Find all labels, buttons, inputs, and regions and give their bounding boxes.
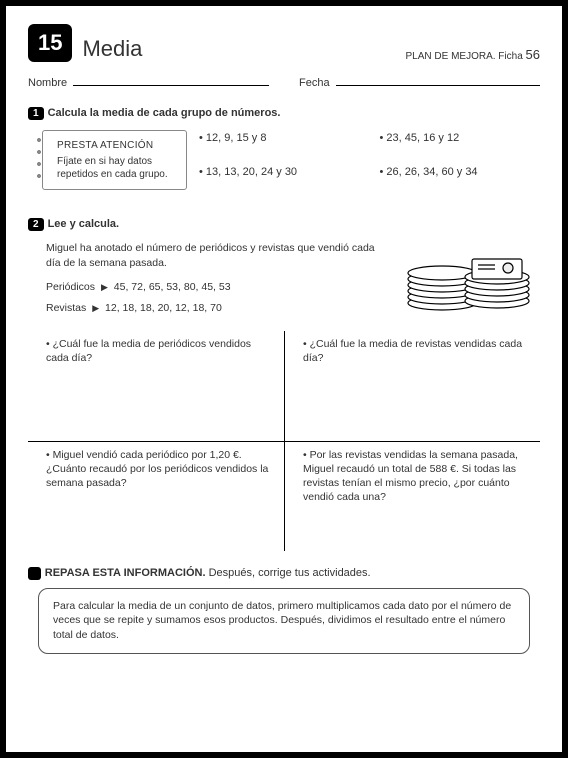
newspaper-stack-icon	[400, 241, 540, 321]
student-fields: Nombre Fecha	[28, 74, 540, 89]
plan-prefix: PLAN DE MEJORA. Ficha	[406, 51, 526, 62]
ficha-number: 56	[526, 47, 540, 62]
triangle-icon: ▶	[92, 302, 99, 315]
note-title: PRESTA ATENCIÓN	[57, 139, 176, 152]
date-field: Fecha	[299, 74, 540, 89]
ex2-intro: Miguel ha anotado el número de periódico…	[46, 241, 388, 270]
exercise-2: 2 Lee y calcula. Miguel ha anotado el núm…	[28, 218, 540, 551]
q2-text: ¿Cuál fue la media de revistas vendidas …	[303, 337, 526, 365]
q1-cell: ¿Cuál fue la media de periódicos vendido…	[28, 331, 284, 441]
q2-cell: ¿Cuál fue la media de revistas vendidas …	[284, 331, 540, 441]
ex1-title: 1 Calcula la media de cada grupo de númer…	[28, 107, 540, 120]
note-body: Fíjate en si hay datos repetidos en cada…	[57, 155, 176, 181]
q3-cell: Miguel vendió cada periódico por 1,20 €.…	[28, 441, 284, 551]
name-field: Nombre	[28, 74, 269, 89]
ex2-title-text: Lee y calcula.	[48, 218, 120, 230]
group-item: 26, 26, 34, 60 y 34	[380, 166, 541, 178]
group-item: 13, 13, 20, 24 y 30	[199, 166, 360, 178]
q4-cell: Por las revistas vendidas la semana pasa…	[284, 441, 540, 551]
lesson-title: Media	[82, 36, 405, 62]
q3-text: Miguel vendió cada periódico por 1,20 €.…	[46, 448, 270, 491]
review-bullet	[28, 567, 41, 580]
name-label: Nombre	[28, 77, 67, 89]
q4-text: Por las revistas vendidas la semana pasa…	[303, 448, 526, 505]
attention-note: PRESTA ATENCIÓN Fíjate en si hay datos r…	[42, 130, 187, 190]
ex2-text-block: Miguel ha anotado el número de periódico…	[46, 241, 388, 322]
review-section: REPASA ESTA INFORMACIÓN. Después, corrig…	[28, 567, 540, 654]
name-line[interactable]	[73, 74, 269, 86]
number-groups: 12, 9, 15 y 8 23, 45, 16 y 12 13, 13, 20…	[199, 130, 540, 178]
review-title: REPASA ESTA INFORMACIÓN. Después, corrig…	[28, 567, 540, 580]
ex2-number: 2	[28, 218, 44, 231]
date-label: Fecha	[299, 77, 330, 89]
lesson-number: 15	[28, 24, 72, 62]
q1-text: ¿Cuál fue la media de periódicos vendido…	[46, 337, 270, 365]
triangle-icon: ▶	[101, 281, 108, 294]
ex1-number: 1	[28, 107, 44, 120]
revistas-line: Revistas ▶ 12, 18, 18, 20, 12, 18, 70	[46, 301, 388, 316]
periodicos-line: Periódicos ▶ 45, 72, 65, 53, 80, 45, 53	[46, 280, 388, 295]
ex1-title-text: Calcula la media de cada grupo de número…	[48, 107, 281, 119]
worksheet-header: 15 Media PLAN DE MEJORA. Ficha 56	[28, 24, 540, 62]
review-title-rest: Después, corrige tus actividades.	[206, 567, 371, 579]
date-line[interactable]	[336, 74, 540, 86]
plan-label: PLAN DE MEJORA. Ficha 56	[406, 47, 541, 62]
ex2-title: 2 Lee y calcula.	[28, 218, 540, 231]
exercise-1: 1 Calcula la media de cada grupo de númer…	[28, 107, 540, 190]
review-box: Para calcular la media de un conjunto de…	[38, 588, 530, 654]
group-item: 12, 9, 15 y 8	[199, 132, 360, 144]
review-title-bold: REPASA ESTA INFORMACIÓN.	[45, 567, 206, 579]
group-item: 23, 45, 16 y 12	[380, 132, 541, 144]
question-grid: ¿Cuál fue la media de periódicos vendido…	[28, 330, 540, 551]
